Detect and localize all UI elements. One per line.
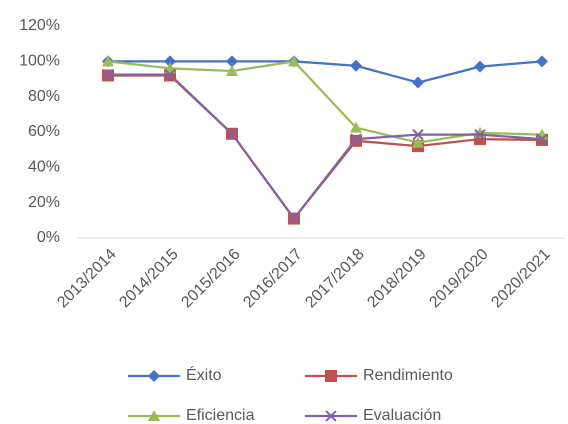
x-tick-label: 2019/2020 [426,246,492,312]
x-tick-label: 2018/2019 [364,246,430,312]
x-tick-label: 2016/2017 [240,246,306,312]
data-point [350,133,362,145]
data-point [226,55,238,68]
legend-marker [148,370,160,382]
data-point [412,76,424,89]
data-point [164,68,176,81]
data-point [474,60,486,73]
data-point [536,133,548,145]
y-tick-label: 40% [28,159,60,176]
y-tick-label: 120% [19,17,60,34]
data-point [350,59,362,72]
data-point [350,121,362,133]
data-point [226,65,238,77]
x-tick-label: 2020/2021 [488,246,554,312]
data-point [288,55,300,67]
series-line [108,60,543,84]
legend-label: Eficiencia [186,407,255,424]
legend-marker [325,370,337,382]
data-point [102,68,114,81]
x-tick-label: 2015/2016 [178,246,244,312]
x-tick-label: 2017/2018 [302,246,368,312]
y-tick-label: 60% [28,123,60,140]
data-point [536,55,548,68]
y-tick-label: 100% [19,53,60,70]
data-point [226,128,238,140]
data-point [474,128,486,141]
data-point [412,128,424,141]
data-point [288,212,300,225]
y-tick-label: 0% [37,229,60,246]
legend-marker [325,410,337,422]
y-tick-label: 20% [28,194,60,211]
legend-label: Rendimiento [363,367,453,384]
y-tick-label: 80% [28,88,60,105]
series-line [108,73,543,221]
data-point [412,136,424,148]
legend-label: Éxito [186,365,222,384]
x-tick-label: 2014/2015 [116,246,182,312]
legend-label: Evaluación [363,407,441,424]
legend-marker [148,410,160,421]
series-line [108,74,543,221]
x-tick-label: 2013/2014 [54,246,120,312]
data-point [102,55,114,67]
data-point [164,55,176,68]
